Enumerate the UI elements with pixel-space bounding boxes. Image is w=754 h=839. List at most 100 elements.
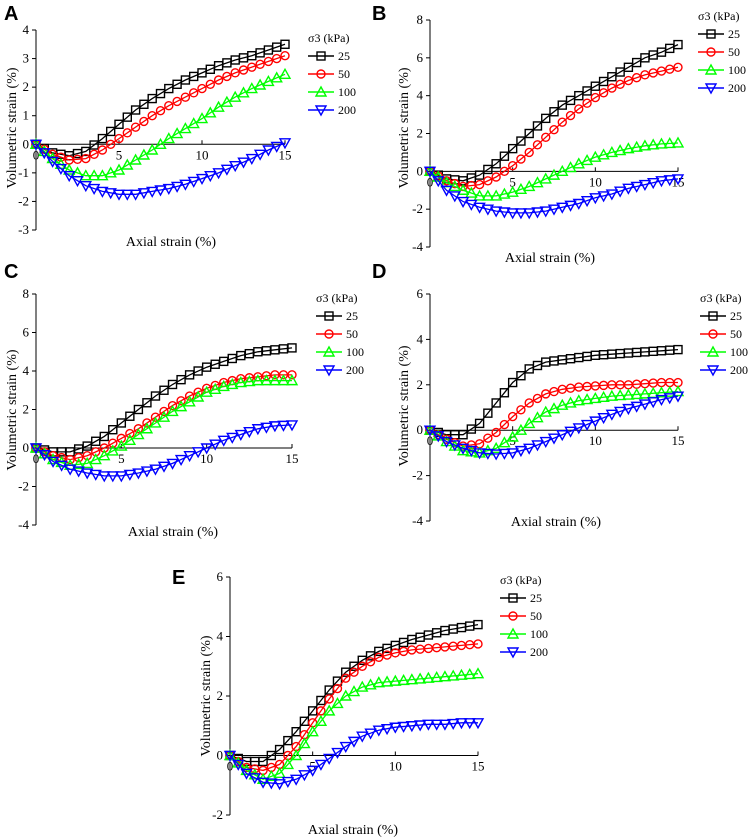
data-point: [638, 139, 652, 151]
legend-title: σ3 (kPa): [500, 573, 541, 587]
data-point: [209, 439, 222, 451]
x-tick-label: 0: [33, 147, 40, 162]
data-point: [631, 72, 642, 83]
series-line: [35, 424, 293, 477]
data-point: [255, 59, 265, 69]
data-point: [630, 388, 643, 400]
data-point: [73, 452, 84, 463]
data-point: [364, 678, 377, 690]
data-point: [262, 74, 275, 87]
data-point: [523, 416, 536, 429]
data-point: [440, 185, 453, 197]
legend-label: 200: [338, 103, 356, 117]
y-tick-label: 4: [217, 629, 224, 644]
data-point: [598, 88, 609, 98]
series-line: [429, 395, 679, 455]
y-tick-label: 4: [23, 22, 30, 37]
data-point: [524, 147, 534, 158]
data-point: [195, 112, 209, 124]
y-tick-label: 6: [417, 286, 424, 301]
data-point: [613, 186, 627, 198]
data-point: [260, 374, 273, 386]
data-point: [256, 777, 270, 789]
data-point: [590, 81, 601, 91]
data-point: [489, 449, 503, 461]
data-point: [506, 185, 519, 197]
data-point: [291, 727, 301, 737]
data-point: [499, 166, 510, 177]
x-tick-label: 10: [589, 174, 602, 189]
y-tick-label: -2: [412, 201, 423, 216]
data-point: [514, 423, 528, 435]
data-point: [132, 468, 145, 480]
panel-c: C -4 -2 0 2 4 6 8 0 5 10 15 Axial strain (%) Volumetr…: [4, 261, 364, 540]
data-point: [274, 744, 285, 755]
x-tick-label: 15: [472, 759, 485, 774]
data-point: [357, 661, 367, 671]
data-point: [243, 375, 256, 387]
data-point: [176, 396, 186, 406]
data-point: [54, 163, 68, 176]
y-axis-title: Volumetric strain (%): [5, 67, 20, 188]
data-point: [448, 440, 461, 452]
data-point: [607, 72, 617, 82]
x-axis-title: Axial strain (%): [308, 823, 399, 838]
y-tick-label: -4: [18, 517, 29, 532]
data-point: [217, 435, 230, 447]
data-point: [364, 728, 377, 740]
data-point: [365, 657, 376, 667]
data-point: [557, 117, 567, 127]
series-line: [35, 73, 286, 177]
data-point: [455, 718, 468, 730]
data-point: [123, 433, 137, 445]
data-point: [549, 125, 559, 135]
data-point: [268, 374, 282, 386]
data-point: [159, 385, 169, 395]
data-point: [556, 164, 569, 177]
series-line: [429, 142, 679, 197]
y-tick-label: 4: [417, 331, 424, 346]
data-point: [481, 204, 495, 216]
x-tick-label: 5: [116, 147, 123, 162]
data-point: [155, 106, 166, 116]
legend-label: 50: [346, 327, 358, 341]
legend-label: 25: [346, 309, 358, 323]
series-100: [423, 136, 685, 201]
data-point: [531, 440, 544, 452]
data-point: [489, 189, 503, 201]
legend-label: 200: [728, 81, 746, 95]
series-200: [423, 391, 685, 461]
data-point: [104, 166, 117, 178]
data-point: [146, 186, 159, 198]
data-point: [465, 445, 478, 458]
data-point: [97, 133, 108, 144]
data-point: [265, 778, 278, 790]
data-point: [465, 199, 478, 211]
data-point: [283, 735, 293, 746]
data-point: [547, 168, 561, 180]
series-line: [35, 379, 292, 466]
series-line: [35, 347, 293, 453]
x-tick-label: 10: [196, 147, 209, 162]
data-point: [237, 157, 250, 169]
data-point: [516, 371, 526, 381]
data-point: [247, 62, 257, 72]
data-point: [323, 753, 336, 765]
y-axis-title: Volumetric strain (%): [199, 635, 214, 756]
legend-marker: [706, 47, 716, 57]
y-tick-label: -4: [412, 513, 423, 528]
data-point: [217, 379, 230, 392]
legend-marker: [316, 51, 326, 61]
data-point: [631, 57, 642, 68]
legend-label: 200: [730, 363, 748, 377]
series-line: [229, 722, 478, 785]
data-point: [557, 100, 567, 110]
legend: σ3 (kPa) 25 50 100 200: [316, 291, 364, 377]
data-point: [270, 71, 283, 83]
data-point: [281, 776, 295, 788]
data-point: [589, 150, 602, 162]
data-point: [613, 406, 627, 418]
data-point: [108, 425, 118, 435]
data-point: [572, 423, 585, 435]
data-point: [541, 132, 551, 142]
